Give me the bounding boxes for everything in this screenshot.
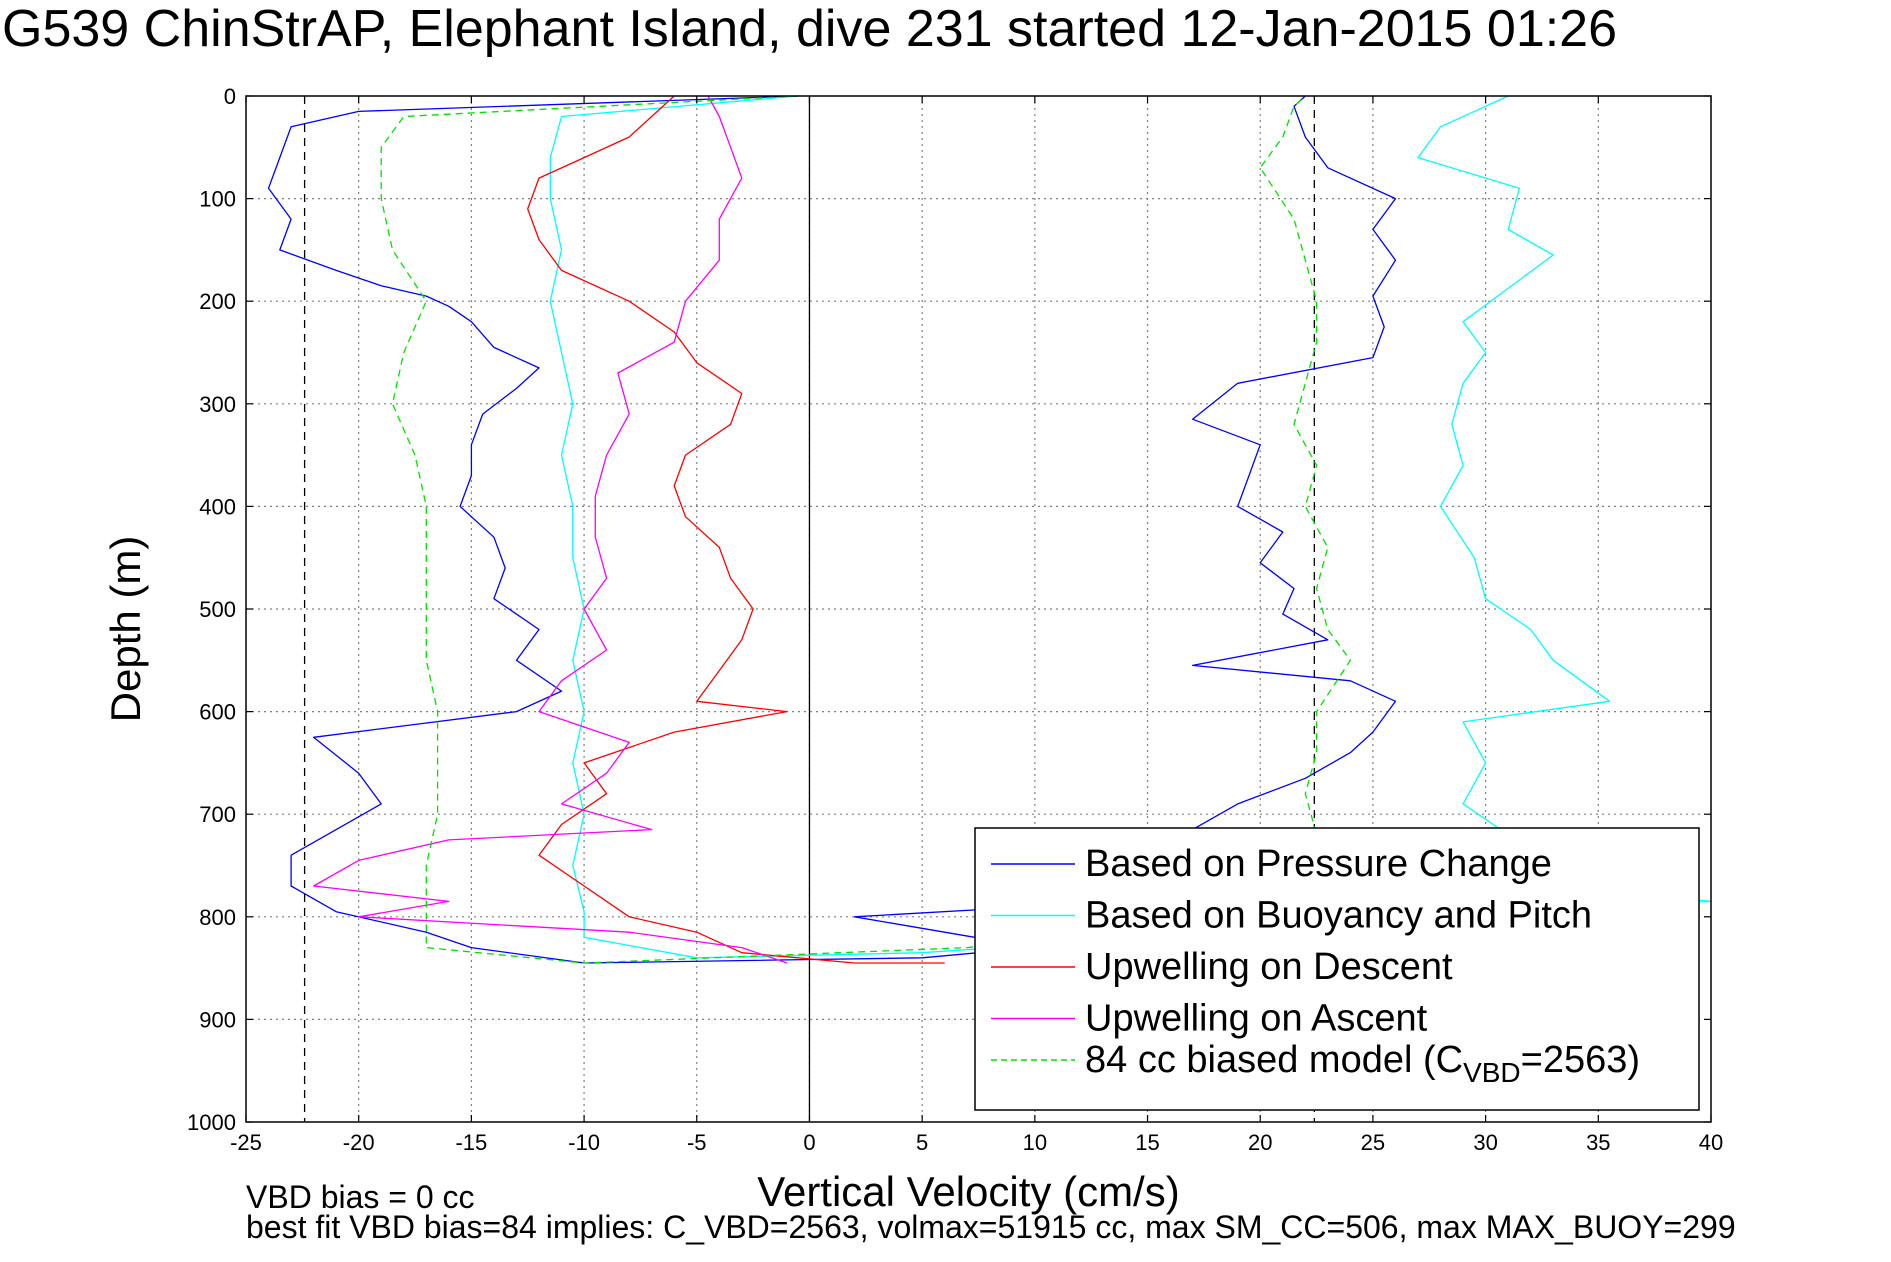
y-tick-label: 900 [199, 1007, 236, 1032]
y-tick-label: 100 [199, 187, 236, 212]
x-tick-label: 0 [803, 1130, 815, 1155]
y-tick-label: 800 [199, 905, 236, 930]
x-axis-label: Vertical Velocity (cm/s) [757, 1168, 1179, 1215]
x-tick-label: 30 [1473, 1130, 1497, 1155]
x-tick-label: 20 [1248, 1130, 1272, 1155]
legend-label-3: Upwelling on Descent [1085, 946, 1453, 988]
x-tick-label: 5 [916, 1130, 928, 1155]
x-tick-label: 35 [1586, 1130, 1610, 1155]
legend-box [974, 827, 1700, 1111]
vbd-bias-note: VBD bias = 0 cc [246, 1179, 475, 1215]
chart-title: G539 ChinStrAP, Elephant Island, dive 23… [2, 0, 1617, 58]
best-fit-note: best fit VBD bias=84 implies: C_VBD=2563… [246, 1209, 1736, 1245]
y-tick-label: 500 [199, 597, 236, 622]
y-tick-label: 700 [199, 802, 236, 827]
y-tick-label: 300 [199, 392, 236, 417]
legend-label-5: 84 cc biased model (CVBD=2563) [1085, 1039, 1640, 1088]
legend: Based on Pressure Change Based on Buoyanc… [974, 827, 1700, 1111]
series-line-3 [527, 95, 945, 964]
y-axis-label: Depth (m) [102, 536, 149, 723]
y-tick-label: 600 [199, 700, 236, 725]
x-tick-label: -10 [568, 1130, 600, 1155]
x-tick-label: 25 [1361, 1130, 1385, 1155]
x-tick-label: 10 [1023, 1130, 1047, 1155]
axis-ticks: -25 -20 -15 -10 -5 0 5 10 15 20 25 30 35 400100200300… [187, 84, 1723, 1155]
x-tick-label: 40 [1699, 1130, 1723, 1155]
x-tick-label: -5 [687, 1130, 707, 1155]
y-tick-label: 0 [224, 84, 236, 109]
legend-label-4: Upwelling on Ascent [1085, 998, 1428, 1040]
y-tick-label: 400 [199, 494, 236, 519]
legend-label-1: Based on Pressure Change [1085, 843, 1552, 885]
series-line-4 [312, 95, 788, 964]
legend-label-2: Based on Buoyancy and Pitch [1085, 895, 1592, 937]
x-tick-label: 15 [1135, 1130, 1159, 1155]
y-tick-label: 1000 [187, 1110, 236, 1135]
x-tick-label: -25 [230, 1130, 262, 1155]
x-tick-label: -15 [455, 1130, 487, 1155]
x-tick-label: -20 [343, 1130, 375, 1155]
y-tick-label: 200 [199, 289, 236, 314]
